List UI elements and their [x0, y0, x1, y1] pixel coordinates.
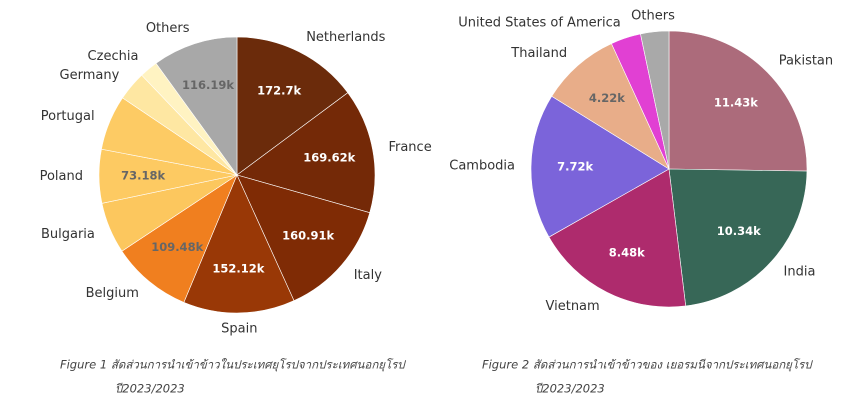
value-label: 116.19k — [182, 78, 234, 92]
pie-slice — [640, 30, 670, 170]
caption: ปี2023/2023 — [535, 382, 605, 396]
value-label: 169.62k — [303, 151, 355, 165]
value-label: 109.48k — [151, 240, 203, 254]
slice-label: Netherlands — [306, 30, 385, 45]
slice-label: Spain — [221, 321, 257, 336]
pie-slice — [236, 36, 349, 176]
slice-label: Portugal — [41, 109, 95, 124]
pie-slice — [530, 95, 670, 238]
pie-slice — [236, 92, 376, 214]
pie-slice — [155, 36, 238, 176]
slice-label: Germany — [60, 68, 120, 83]
slice-label: Others — [146, 21, 190, 36]
pie-slice — [236, 174, 371, 302]
slice-label: Thailand — [510, 46, 567, 61]
caption: Figure 2 สัดส่วนการนำเข้าข้าวของ เยอรมนี… — [482, 358, 813, 372]
slice-label: India — [784, 264, 816, 279]
value-label: 172.7k — [257, 84, 301, 98]
caption: Figure 1 สัดส่วนการนำเข้าข้าวในประเทศยุโ… — [60, 358, 406, 372]
slice-label: Pakistan — [779, 53, 833, 68]
value-label: 160.91k — [282, 229, 334, 243]
pie-slice — [551, 43, 670, 170]
value-label: 11.43k — [714, 96, 758, 110]
pie-slice — [121, 174, 238, 303]
slice-label: Vietnam — [546, 299, 600, 314]
slice-label: Italy — [354, 268, 383, 283]
value-label: 73.18k — [121, 168, 165, 182]
slice-label: France — [388, 140, 431, 155]
pie-slice — [183, 174, 295, 314]
pie-slice — [548, 168, 687, 308]
value-label: 152.12k — [212, 261, 264, 275]
slice-label: Belgium — [86, 286, 139, 301]
slice-label: Bulgaria — [41, 227, 95, 242]
pie-slice — [668, 168, 808, 307]
slice-label: Cambodia — [449, 158, 515, 173]
caption: ปี2023/2023 — [115, 382, 185, 396]
slice-label: United States of America — [458, 15, 620, 30]
pie-slice — [668, 30, 808, 172]
value-label: 8.48k — [609, 245, 645, 259]
slice-label: Others — [631, 8, 675, 23]
slice-label: Czechia — [88, 49, 139, 64]
slice-label: Poland — [40, 169, 83, 184]
value-label: 10.34k — [717, 224, 761, 238]
value-label: 7.72k — [557, 160, 593, 174]
value-label: 4.22k — [589, 91, 625, 105]
